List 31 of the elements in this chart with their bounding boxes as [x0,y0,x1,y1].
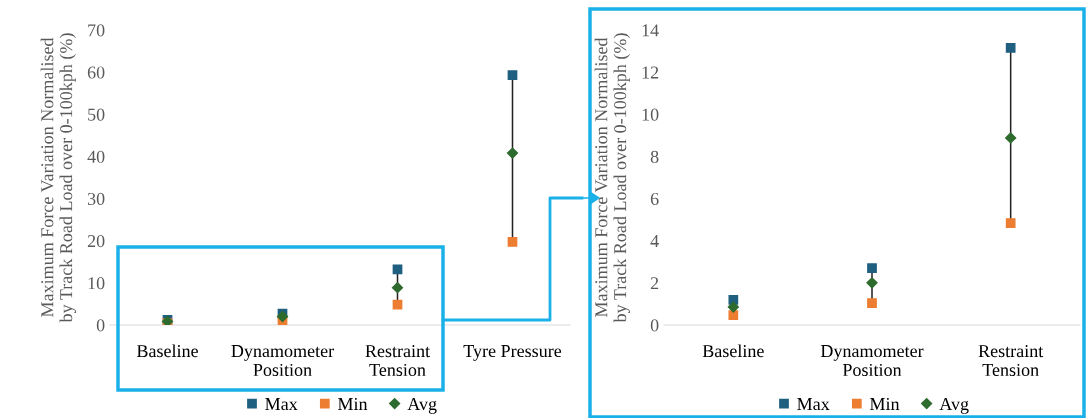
x-tick-label: Dynamometer Position [820,345,924,377]
legend-label: Avg [939,398,969,414]
x-tick-label: Baseline [136,344,198,358]
y-tick-label: 14 [642,24,659,37]
x-tick-label: Dynamometer Position [231,345,334,377]
y-tick-label: 0 [650,319,659,332]
x-tick-label: Tyre Pressure [463,345,562,361]
y-tick-label: 8 [650,150,659,163]
x-tick-label: Restraint Tension [365,345,430,377]
y-tick-label: 6 [650,192,659,206]
x-tick-label: Restraint Tension [978,345,1044,377]
legend-label: Min [337,397,368,410]
y-tick-label: 70 [88,24,105,37]
y-tick-label: 0 [96,319,105,332]
y-axis-title: Maximum Force Variation Normalised by Track Road Load over 0-100kph (%) [594,33,630,323]
y-tick-label: 40 [87,150,105,163]
y-tick-label: 50 [88,108,105,121]
y-tick-label: 12 [642,66,659,79]
legend-label: Min [869,397,900,410]
y-tick-label: 10 [642,108,659,121]
y-tick-label: 10 [88,277,105,290]
y-axis-title: Maximum Force Variation Normalised by Track Road Load over 0-100kph (%) [40,33,76,323]
legend-label: Max [265,398,298,411]
y-tick-label: 2 [650,277,659,290]
x-tick-label: Baseline [702,344,764,358]
y-tick-label: 4 [650,235,659,247]
legend-label: Avg [407,398,437,414]
y-tick-label: 20 [87,234,105,248]
legend-label: Max [797,398,830,411]
y-tick-label: 30 [87,192,105,206]
y-tick-label: 60 [87,66,105,79]
